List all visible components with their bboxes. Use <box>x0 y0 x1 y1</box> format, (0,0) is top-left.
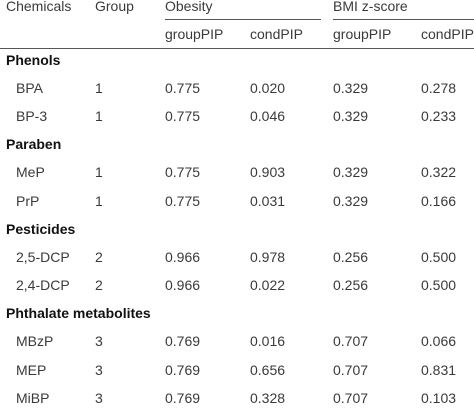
chemical-cell: 2,4-DCP <box>16 277 70 293</box>
section-title: Phenols <box>6 52 61 68</box>
obesity-condpip-cell: 0.903 <box>250 164 286 180</box>
bmi-grouppip-cell: 0.256 <box>333 277 369 293</box>
obesity-grouppip-cell: 0.966 <box>165 277 201 293</box>
group-cell: 1 <box>95 193 103 209</box>
bmi-condpip-cell: 0.233 <box>421 108 457 124</box>
bmi-grouppip-cell: 0.256 <box>333 249 369 265</box>
header-group: Group <box>95 0 134 14</box>
obesity-condpip-cell: 0.656 <box>250 362 286 378</box>
group-cell: 2 <box>95 277 103 293</box>
subheader-bmi-condpip: condPIP <box>421 26 474 42</box>
chemical-cell: MEP <box>16 362 47 378</box>
obesity-grouppip-cell: 0.775 <box>165 108 201 124</box>
group-cell: 3 <box>95 333 103 349</box>
bmi-grouppip-cell: 0.707 <box>333 362 369 378</box>
bmi-condpip-cell: 0.166 <box>421 193 457 209</box>
bmi-condpip-cell: 0.103 <box>421 390 457 406</box>
obesity-condpip-cell: 0.046 <box>250 108 286 124</box>
group-cell: 2 <box>95 249 103 265</box>
bmi-condpip-cell: 0.500 <box>421 249 457 265</box>
chemical-cell: MiBP <box>16 390 50 406</box>
obesity-condpip-cell: 0.328 <box>250 390 286 406</box>
group-cell: 1 <box>95 164 103 180</box>
bmi-grouppip-cell: 0.707 <box>333 333 369 349</box>
subheader-obesity-grouppip: groupPIP <box>165 26 224 42</box>
obesity-condpip-cell: 0.016 <box>250 333 286 349</box>
chemical-cell: MBzP <box>16 333 54 349</box>
section-title: Pesticides <box>6 221 76 237</box>
bmi-grouppip-cell: 0.707 <box>333 390 369 406</box>
obesity-grouppip-cell: 0.769 <box>165 390 201 406</box>
header-chemicals: Chemicals <box>6 0 72 14</box>
bmi-grouppip-cell: 0.329 <box>333 108 369 124</box>
group-cell: 1 <box>95 80 103 96</box>
obesity-grouppip-cell: 0.966 <box>165 249 201 265</box>
obesity-condpip-cell: 0.978 <box>250 249 286 265</box>
chemical-cell: MeP <box>16 164 45 180</box>
chemical-cell: PrP <box>16 193 40 209</box>
obesity-grouppip-cell: 0.769 <box>165 362 201 378</box>
section-title: Paraben <box>6 136 62 152</box>
obesity-condpip-cell: 0.020 <box>250 80 286 96</box>
bmi-grouppip-cell: 0.329 <box>333 80 369 96</box>
bmi-condpip-cell: 0.066 <box>421 333 457 349</box>
bmi-condpip-cell: 0.831 <box>421 362 457 378</box>
obesity-header-rule <box>165 19 321 20</box>
obesity-grouppip-cell: 0.775 <box>165 193 201 209</box>
subheader-obesity-condpip: condPIP <box>250 26 303 42</box>
obesity-condpip-cell: 0.022 <box>250 277 286 293</box>
header-bottom-rule <box>0 48 474 49</box>
chemical-cell: 2,5-DCP <box>16 249 70 265</box>
chemical-cell: BP-3 <box>16 108 48 124</box>
subheader-bmi-grouppip: groupPIP <box>333 26 392 42</box>
bmi-header-rule <box>333 19 474 20</box>
chemical-cell: BPA <box>16 80 43 96</box>
obesity-grouppip-cell: 0.775 <box>165 164 201 180</box>
obesity-condpip-cell: 0.031 <box>250 193 286 209</box>
bmi-grouppip-cell: 0.329 <box>333 193 369 209</box>
group-cell: 3 <box>95 390 103 406</box>
section-title: Phthalate metabolites <box>6 305 151 321</box>
group-cell: 1 <box>95 108 103 124</box>
obesity-grouppip-cell: 0.769 <box>165 333 201 349</box>
bmi-grouppip-cell: 0.329 <box>333 164 369 180</box>
obesity-grouppip-cell: 0.775 <box>165 80 201 96</box>
bmi-condpip-cell: 0.500 <box>421 277 457 293</box>
header-bmi-zscore: BMI z-score <box>333 0 408 14</box>
bmi-condpip-cell: 0.278 <box>421 80 457 96</box>
group-cell: 3 <box>95 362 103 378</box>
bmi-condpip-cell: 0.322 <box>421 164 457 180</box>
header-obesity: Obesity <box>165 0 213 14</box>
